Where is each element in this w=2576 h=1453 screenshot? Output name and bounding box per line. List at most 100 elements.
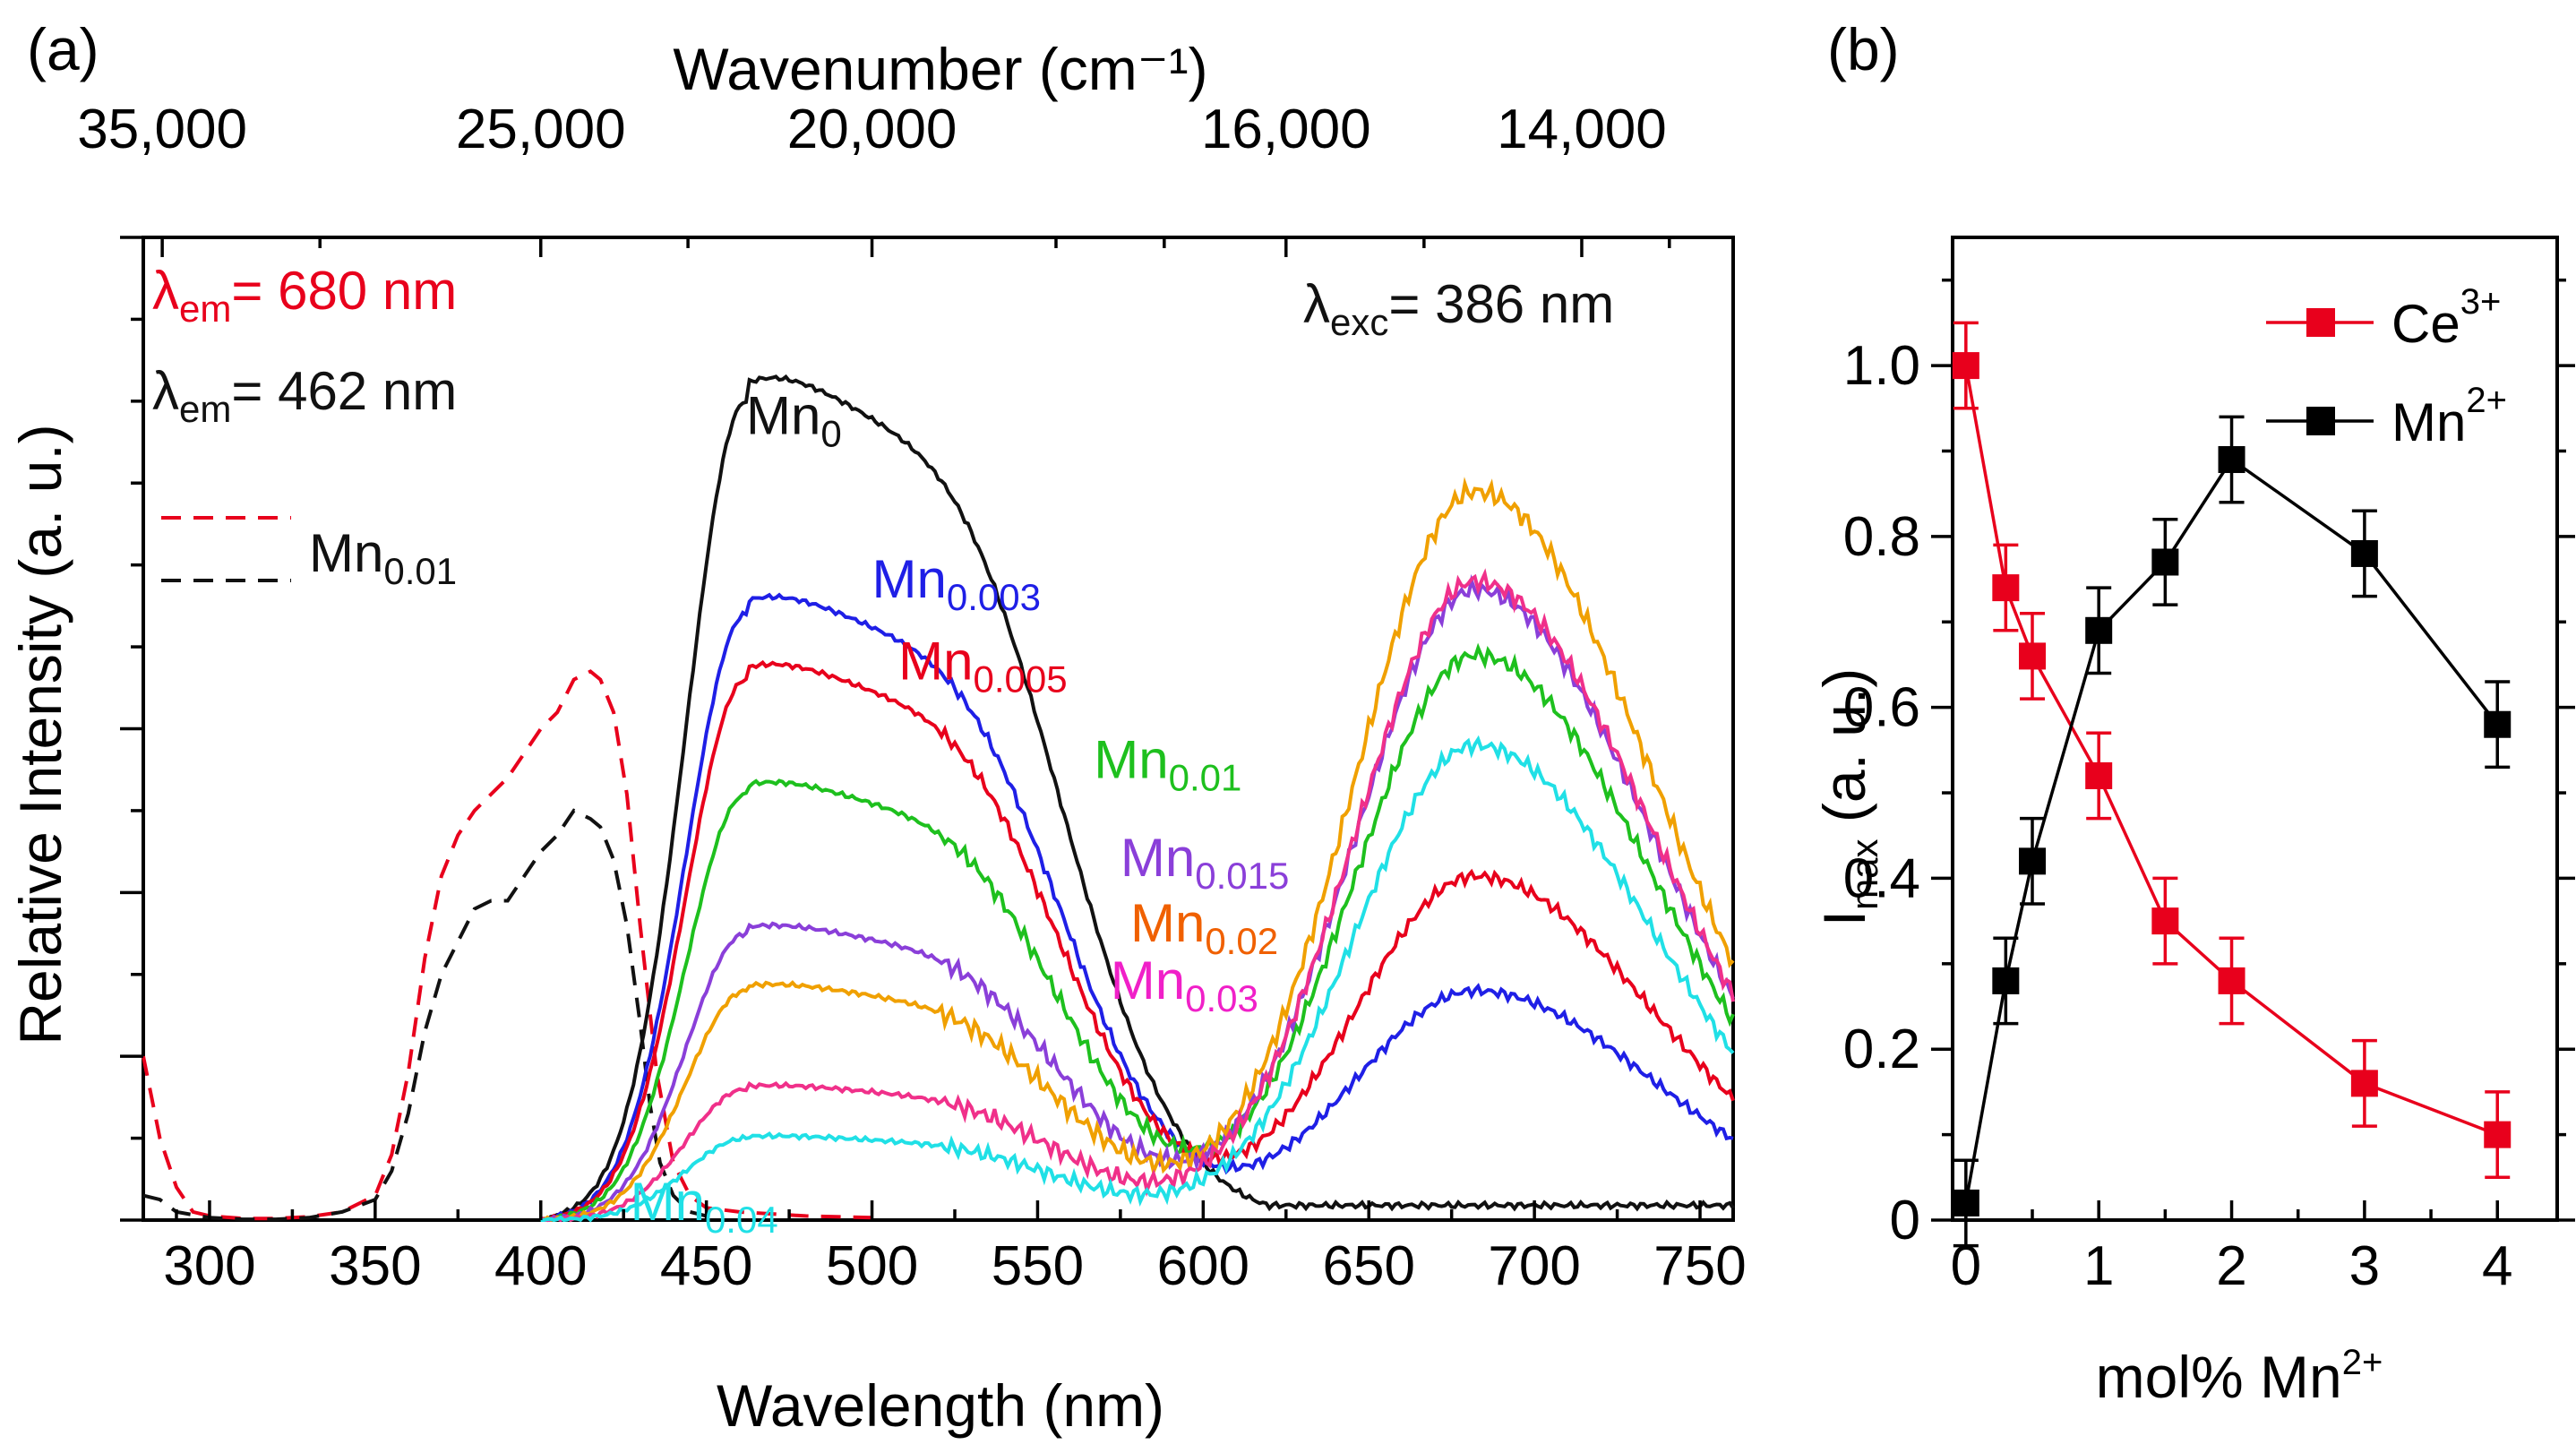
b-x-tick-label-1: 1 xyxy=(2083,1235,2114,1297)
curve-label-base: Mn xyxy=(1094,729,1168,789)
top-tick-label-14000: 14,000 xyxy=(1497,99,1667,160)
b-x-tick-label-3: 3 xyxy=(2349,1235,2380,1297)
x-tick-label-500: 500 xyxy=(826,1235,918,1297)
x-tick-label-700: 700 xyxy=(1488,1235,1580,1297)
emission-curve-Mn0.03 xyxy=(539,568,1735,1223)
b-x-tick-label-4: 4 xyxy=(2482,1235,2512,1297)
lambda-exc-value: = 386 nm xyxy=(1388,274,1614,334)
curve-label-Mn0.005: Mn0.005 xyxy=(898,632,1067,701)
panel-b-y-axis-title: Imax (a. u.) xyxy=(1811,668,1885,926)
x-tick-label-400: 400 xyxy=(494,1235,587,1297)
legend-marker-mn xyxy=(2306,407,2335,435)
panel-b-label: (b) xyxy=(1827,16,1900,82)
x-tick-label-650: 650 xyxy=(1323,1235,1415,1297)
x-tick-label-750: 750 xyxy=(1653,1235,1746,1297)
x-tick-label-300: 300 xyxy=(163,1235,255,1297)
panel-b-y-axis-base: I xyxy=(1811,910,1877,926)
b-y-tick-label-0.6: 0.6 xyxy=(1843,677,1920,739)
b-y-tick-label-0.4: 0.4 xyxy=(1843,847,1920,909)
emission-curve-Mn0.003 xyxy=(540,592,1734,1222)
panel-b-x-axis-base: mol% Mn xyxy=(2096,1344,2342,1410)
lambda-em-680-symbol: λ xyxy=(152,261,179,321)
legend-marker-ce xyxy=(2306,308,2335,337)
x-tick-label-450: 450 xyxy=(660,1235,752,1297)
data-point-ce xyxy=(2019,642,2047,670)
data-point-ce xyxy=(2484,1121,2512,1148)
dash-legend-sub: 0.01 xyxy=(383,550,457,592)
top-tick-label-35000: 35,000 xyxy=(77,99,247,160)
b-y-tick-label-0: 0 xyxy=(1890,1190,1920,1251)
data-point-ce xyxy=(1952,352,1979,380)
lambda-em-462-value: = 462 nm xyxy=(231,361,457,421)
x-tick-label-350: 350 xyxy=(329,1235,421,1297)
data-point-mn xyxy=(2151,548,2179,576)
emission-curve-Mn0.005 xyxy=(540,659,1735,1223)
data-point-ce xyxy=(2085,761,2113,789)
curve-label-base: Mn xyxy=(631,1172,705,1232)
lambda-em-680-label: λem= 680 nm xyxy=(152,261,457,330)
emission-curve-Mn0.01 xyxy=(540,642,1735,1222)
panel-b-axes: 0 1 2 3 400.20.40.60.81.0 xyxy=(1843,278,2575,1297)
x-tick-label-600: 600 xyxy=(1157,1235,1249,1297)
excitation-curve-em680 xyxy=(142,669,872,1221)
panel-a-curve-labels: Mn0Mn0.003Mn0.005Mn0.01Mn0.015Mn0.02Mn0.… xyxy=(631,385,1290,1241)
curve-label-Mn0.03: Mn0.03 xyxy=(1111,950,1258,1019)
curve-label-base: Mn xyxy=(1121,828,1195,888)
legend-label-sup: 2+ xyxy=(2466,381,2507,420)
data-point-ce xyxy=(1992,574,2020,602)
curve-label-base: Mn xyxy=(1130,893,1205,953)
curve-label-Mn0.015: Mn0.015 xyxy=(1121,828,1289,897)
top-tick-label-16000: 16,000 xyxy=(1201,99,1371,160)
curve-label-base: Mn xyxy=(746,385,820,445)
curve-label-Mn0: Mn0 xyxy=(746,385,842,454)
panel-a-top-axis: 35,000 25,000 20,000 16,000 14,000 xyxy=(77,99,1671,257)
panel-a-left-axis xyxy=(120,236,143,1222)
b-y-tick-label-0.8: 0.8 xyxy=(1843,506,1920,568)
dash-legend-label: Mn0.01 xyxy=(309,523,457,592)
panel-b-frame xyxy=(1951,236,2559,1222)
lambda-em-680-value: = 680 nm xyxy=(231,261,457,321)
b-x-tick-label-2: 2 xyxy=(2216,1235,2246,1297)
curve-label-Mn0.02: Mn0.02 xyxy=(1130,893,1278,962)
data-point-mn xyxy=(2019,847,2047,875)
lambda-em-462-sub: em xyxy=(179,388,231,430)
legend-label-base: Mn xyxy=(2391,392,2466,452)
curve-label-base: Mn xyxy=(898,632,973,692)
panel-a-curves xyxy=(142,374,1735,1223)
panel-b-y-axis-rest: (a. u.) xyxy=(1811,668,1877,839)
curve-label-sub: 0.005 xyxy=(973,658,1067,701)
lambda-exc-sub: exc xyxy=(1330,301,1388,343)
panel-b-series xyxy=(1952,321,2512,1248)
data-point-mn xyxy=(2484,710,2512,738)
curve-label-sub: 0.03 xyxy=(1185,977,1258,1019)
panel-b-intensity: 0 1 2 3 400.20.40.60.81.0 mol% Mn2+ Imax (a.… xyxy=(1811,236,2575,1410)
emission-curve-Mn0.02 xyxy=(540,477,1735,1223)
curve-label-Mn0.04: Mn0.04 xyxy=(631,1172,778,1241)
data-point-ce xyxy=(2151,907,2179,935)
panel-a-bottom-axis: 300 350 400 450 500 550 600 650 700 750 xyxy=(163,1200,1747,1297)
curve-label-sub: 0.02 xyxy=(1205,920,1278,962)
curve-label-sub: 0.04 xyxy=(705,1199,778,1241)
legend-label-base: Ce xyxy=(2391,294,2460,354)
panel-b-y-axis-sub: max xyxy=(1843,839,1885,910)
emission-curve-Mn0.04 xyxy=(540,735,1735,1223)
lambda-exc-label: λexc= 386 nm xyxy=(1303,274,1614,343)
panel-a-label: (a) xyxy=(27,16,99,82)
curve-label-Mn0.01: Mn0.01 xyxy=(1094,729,1241,798)
x-tick-label-550: 550 xyxy=(992,1235,1084,1297)
data-point-mn xyxy=(2350,539,2378,567)
lambda-exc-symbol: λ xyxy=(1303,274,1330,334)
panel-a-x-axis-title: Wavelength (nm) xyxy=(717,1372,1164,1439)
panel-b-x-axis-title: mol% Mn2+ xyxy=(2096,1343,2383,1410)
data-point-mn xyxy=(1992,967,2020,994)
data-point-mn xyxy=(2085,616,2113,644)
curve-label-sub: 0.003 xyxy=(947,576,1041,618)
top-tick-label-20000: 20,000 xyxy=(787,99,957,160)
data-point-mn xyxy=(2218,446,2245,474)
b-y-tick-label-0.2: 0.2 xyxy=(1843,1019,1920,1080)
lambda-em-462-label: λem= 462 nm xyxy=(152,361,457,430)
curve-label-Mn0.003: Mn0.003 xyxy=(872,549,1041,618)
panel-b-x-axis-sup: 2+ xyxy=(2342,1343,2383,1382)
legend-label-ce: Ce3+ xyxy=(2391,282,2501,354)
